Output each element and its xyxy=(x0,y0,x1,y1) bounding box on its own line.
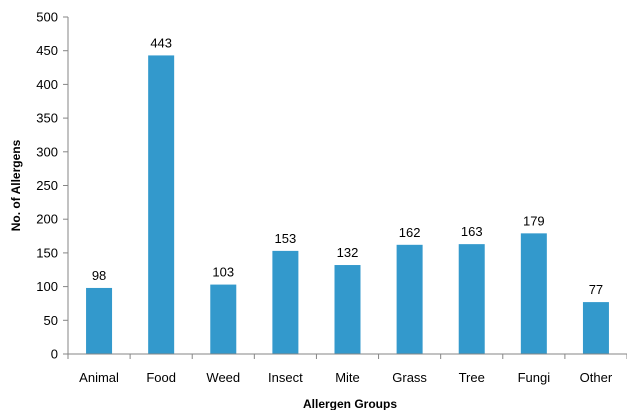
x-tick-label-fungi: Fungi xyxy=(518,370,551,385)
y-axis-ticks: 0 50 100 150 200 250 300 350 400 450 500 xyxy=(36,10,68,362)
x-tick-label-other: Other xyxy=(580,370,613,385)
x-tick-label-animal: Animal xyxy=(79,370,119,385)
y-tick-label: 350 xyxy=(36,111,58,126)
data-label-fungi: 179 xyxy=(523,213,545,228)
bar-tree xyxy=(458,244,485,354)
x-tick-label-tree: Tree xyxy=(459,370,485,385)
x-tick-label-weed: Weed xyxy=(206,370,240,385)
data-label-insect: 153 xyxy=(275,231,297,246)
x-axis-title: Allergen Groups xyxy=(303,397,397,410)
x-tick-label-mite: Mite xyxy=(335,370,360,385)
y-tick-label: 200 xyxy=(36,212,58,227)
y-tick-label: 250 xyxy=(36,178,58,193)
data-label-mite: 132 xyxy=(337,245,359,260)
bar-fungi xyxy=(520,233,547,354)
y-tick-label: 450 xyxy=(36,43,58,58)
x-tick-label-insect: Insect xyxy=(268,370,303,385)
bar-food xyxy=(148,55,175,354)
bar-insect xyxy=(272,250,299,354)
data-label-grass: 162 xyxy=(399,225,421,240)
x-tick-label-grass: Grass xyxy=(392,370,427,385)
data-label-tree: 163 xyxy=(461,224,483,239)
y-tick-label: 150 xyxy=(36,245,58,260)
data-label-animal: 98 xyxy=(92,268,106,283)
bar-grass xyxy=(396,244,423,354)
bar-other xyxy=(582,302,609,354)
y-tick-label: 500 xyxy=(36,10,58,25)
data-label-other: 77 xyxy=(589,282,603,297)
y-tick-label: 0 xyxy=(51,347,58,362)
y-tick-label: 300 xyxy=(36,144,58,159)
data-labels: 98 443 103 153 132 162 163 179 77 xyxy=(92,35,603,297)
bar-mite xyxy=(334,265,361,354)
bar-weed xyxy=(210,284,237,354)
y-tick-label: 100 xyxy=(36,279,58,294)
y-tick-label: 50 xyxy=(44,313,58,328)
x-axis-labels: Animal Food Weed Insect Mite Grass Tree Fungi Ot… xyxy=(67,354,627,385)
bars xyxy=(86,55,609,354)
y-axis-title: No. of Allergens xyxy=(9,139,23,231)
data-label-weed: 103 xyxy=(212,265,234,280)
data-label-food: 443 xyxy=(150,35,172,50)
bar-animal xyxy=(86,287,113,354)
y-tick-label: 400 xyxy=(36,77,58,92)
x-tick-label-food: Food xyxy=(146,370,176,385)
